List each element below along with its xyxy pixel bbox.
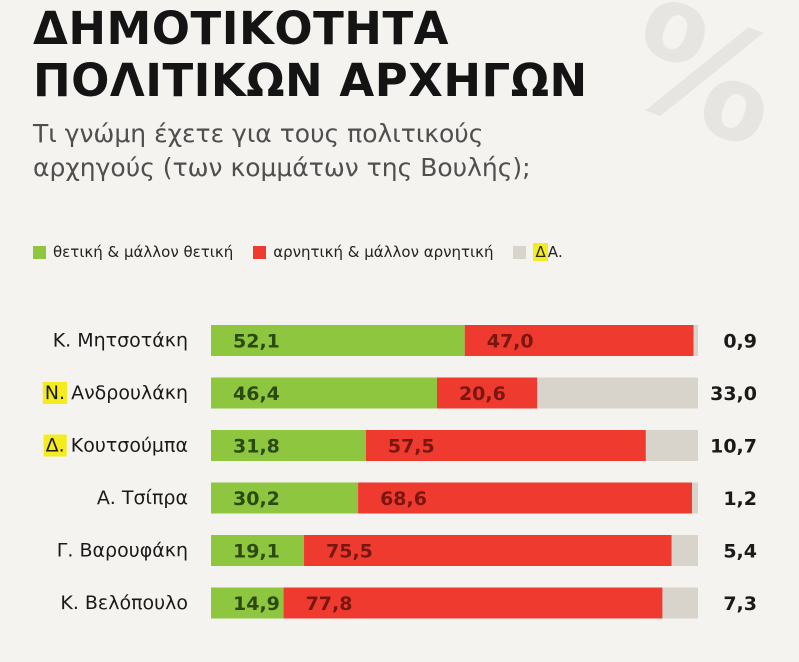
category-name: Κουτσούμπα bbox=[65, 435, 188, 457]
category-label: Δ. Κουτσούμπα bbox=[46, 435, 188, 457]
legend-label-positive: θετική & μάλλον θετική bbox=[53, 243, 234, 261]
legend-label-dk-suffix: Α. bbox=[547, 243, 563, 261]
chart-title-line1: ΔΗΜΟΤΙΚΟΤΗΤΑ bbox=[33, 2, 449, 55]
bar-segment-dk bbox=[645, 430, 698, 461]
data-label-negative: 77,8 bbox=[306, 593, 353, 615]
data-label-positive: 31,8 bbox=[233, 436, 280, 458]
legend-item-negative: αρνητική & μάλλον αρνητική bbox=[253, 243, 493, 261]
bar-segment-dk bbox=[537, 377, 698, 409]
data-label-positive: 46,4 bbox=[233, 383, 280, 405]
category-label: Α. Τσίπρα bbox=[97, 487, 188, 509]
bar-segment-dk bbox=[662, 587, 698, 619]
chart-title-line2: ΠΟΛΙΤΙΚΩΝ ΑΡΧΗΓΩΝ bbox=[33, 54, 588, 107]
data-label-dk: 10,7 bbox=[710, 436, 757, 458]
data-label-dk: 0,9 bbox=[723, 331, 757, 353]
category-prefix: Δ. bbox=[46, 435, 65, 457]
chart-title: ΔΗΜΟΤΙΚΟΤΗΤΑ ΠΟΛΙΤΙΚΩΝ ΑΡΧΗΓΩΝ bbox=[33, 3, 588, 107]
data-label-negative: 20,6 bbox=[459, 383, 506, 405]
bar-segment-dk bbox=[692, 482, 698, 514]
bar-segment-dk bbox=[671, 535, 698, 566]
data-label-dk: 5,4 bbox=[723, 541, 757, 563]
bar-segment-positive bbox=[211, 430, 366, 461]
chart-subtitle: Τι γνώμη έχετε για τους πολιτικούς αρχηγ… bbox=[33, 117, 531, 185]
bar-segment-positive bbox=[211, 377, 437, 409]
category-label: Κ. Βελόπουλο bbox=[60, 592, 188, 614]
legend-label-negative: αρνητική & μάλλον αρνητική bbox=[273, 243, 494, 261]
bar-segment-negative bbox=[436, 377, 538, 409]
data-label-negative: 47,0 bbox=[487, 331, 534, 353]
category-label: Κ. Μητσοτάκη bbox=[53, 330, 188, 352]
bar-segment-positive bbox=[211, 325, 465, 356]
category-label: Ν. Ανδρουλάκη bbox=[45, 382, 188, 404]
bar-segment-negative bbox=[365, 430, 646, 461]
data-label-negative: 75,5 bbox=[326, 541, 373, 563]
bar-segment-negative bbox=[464, 325, 694, 356]
category-prefix: Ν. bbox=[45, 382, 65, 404]
bar-segment-negative bbox=[304, 535, 672, 566]
chart-subtitle-line1: Τι γνώμη έχετε για τους πολιτικούς bbox=[33, 119, 484, 148]
bar-segment-positive bbox=[211, 587, 284, 619]
bar-segment-dk bbox=[693, 325, 698, 356]
data-label-negative: 57,5 bbox=[388, 436, 435, 458]
category-name: Ανδρουλάκη bbox=[65, 382, 188, 404]
category-label: Γ. Βαρουφάκη bbox=[57, 540, 188, 562]
bar-segment-negative bbox=[283, 587, 663, 619]
bar-segment-positive bbox=[211, 535, 305, 566]
chart-legend: θετική & μάλλον θετική αρνητική & μάλλον… bbox=[33, 243, 583, 261]
data-label-positive: 30,2 bbox=[233, 488, 280, 510]
legend-swatch-dk bbox=[513, 245, 527, 259]
data-label-positive: 52,1 bbox=[233, 331, 280, 353]
chart-subtitle-line2: αρχηγούς (των κομμάτων της Βουλής); bbox=[33, 153, 531, 182]
prefix-highlight bbox=[43, 434, 67, 457]
data-label-dk: 33,0 bbox=[710, 383, 757, 405]
data-label-positive: 14,9 bbox=[233, 593, 280, 615]
legend-swatch-positive bbox=[33, 245, 46, 259]
bar-segment-negative bbox=[358, 482, 693, 514]
legend-item-positive: θετική & μάλλον θετική bbox=[33, 243, 233, 261]
data-label-negative: 68,6 bbox=[380, 488, 427, 510]
data-label-dk: 1,2 bbox=[723, 488, 757, 510]
legend-label-dk-prefix: Δ bbox=[533, 243, 548, 261]
prefix-highlight bbox=[42, 382, 68, 404]
data-label-positive: 19,1 bbox=[233, 541, 280, 563]
bar-segment-positive bbox=[211, 482, 359, 514]
legend-swatch-negative bbox=[253, 245, 267, 259]
data-label-dk: 7,3 bbox=[723, 593, 757, 615]
legend-item-dk: Δ Α. bbox=[513, 243, 563, 261]
